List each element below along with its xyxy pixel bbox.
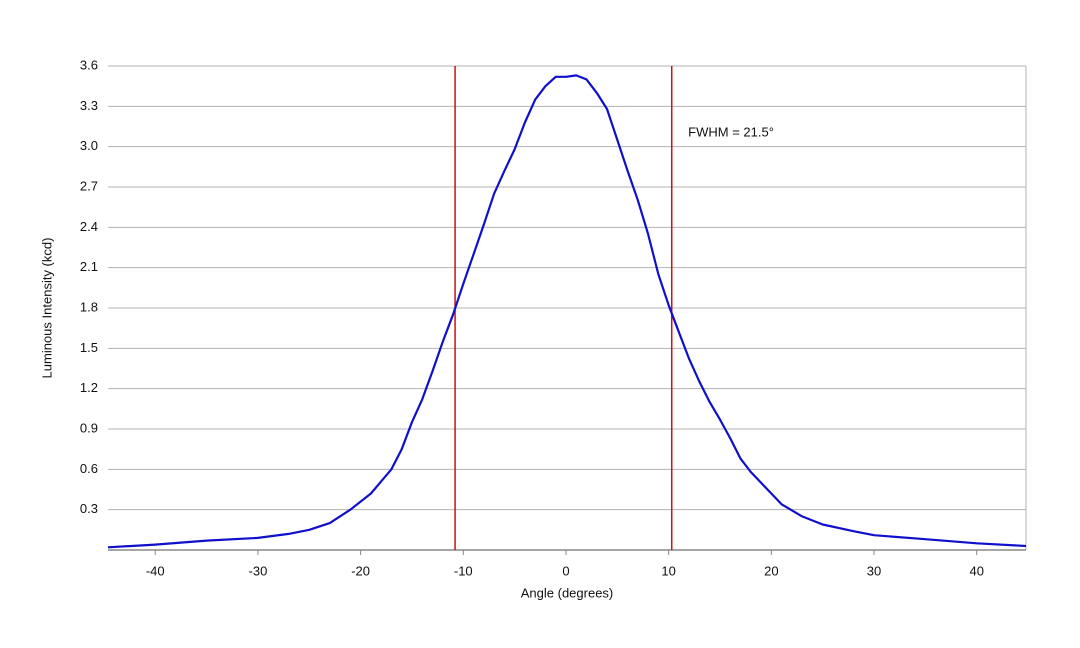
x-tick-label: 30 bbox=[867, 563, 881, 578]
y-tick-label: 2.1 bbox=[80, 259, 98, 274]
y-tick-label: 3.0 bbox=[80, 138, 98, 153]
y-tick-label: 1.2 bbox=[80, 380, 98, 395]
y-tick-label: 1.8 bbox=[80, 299, 98, 314]
y-tick-label: 3.3 bbox=[80, 98, 98, 113]
x-tick-label: 10 bbox=[661, 563, 675, 578]
x-tick-label: -30 bbox=[249, 563, 268, 578]
y-tick-label: 0.9 bbox=[80, 420, 98, 435]
y-tick-label: 0.6 bbox=[80, 461, 98, 476]
y-tick-label: 2.7 bbox=[80, 178, 98, 193]
x-tick-label: -10 bbox=[454, 563, 473, 578]
annotation: FWHM = 21.5° bbox=[688, 125, 774, 140]
x-axis-label: Angle (degrees) bbox=[521, 585, 614, 600]
data-line bbox=[107, 74, 1027, 549]
x-tick-label: -40 bbox=[146, 563, 165, 578]
x-tick-label: 20 bbox=[764, 563, 778, 578]
y-tick-label: 0.3 bbox=[80, 501, 98, 516]
y-axis-label: Luminous Intensity (kcd) bbox=[39, 238, 54, 379]
x-tick-label: -20 bbox=[351, 563, 370, 578]
x-tick-label: 40 bbox=[969, 563, 983, 578]
x-tick-label: 0 bbox=[562, 563, 569, 578]
y-tick-label: 3.6 bbox=[80, 57, 98, 72]
y-tick-label: 2.4 bbox=[80, 219, 98, 234]
y-tick-label: 1.5 bbox=[80, 340, 98, 355]
